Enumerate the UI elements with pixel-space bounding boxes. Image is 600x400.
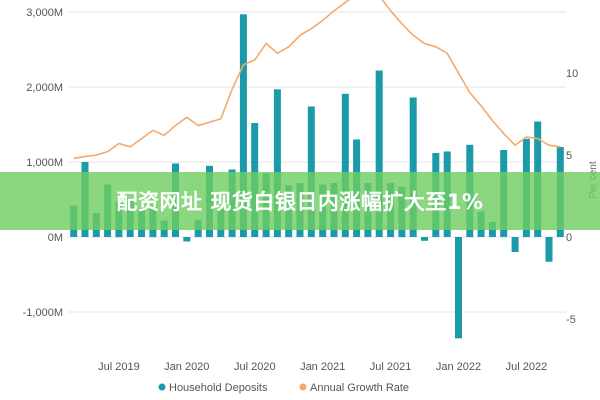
left-tick-label: -1,000M	[23, 307, 63, 319]
right-tick-label: 10	[566, 68, 578, 80]
x-tick-label: Jul 2021	[370, 361, 412, 373]
right-axis-ticks: -5 0 5 10	[566, 68, 578, 326]
x-tick-label: Jan 2020	[164, 361, 209, 373]
left-tick-label: 0M	[48, 232, 63, 244]
bar-household-deposits	[239, 14, 247, 238]
x-tick-label: Jul 2022	[506, 361, 548, 373]
x-tick-label: Jan 2021	[300, 361, 345, 373]
annual-growth-line	[73, 0, 561, 160]
gridlines	[68, 11, 566, 313]
legend-marker-annual-growth-rate	[299, 383, 307, 391]
headline-banner: 配资网址 现货白银日内涨幅扩大至1%	[0, 172, 600, 230]
bar-household-deposits	[273, 89, 281, 238]
left-tick-label: 1,000M	[26, 157, 63, 169]
legend-label-annual-growth-rate: Annual Growth Rate	[310, 382, 409, 394]
x-tick-label: Jul 2020	[234, 361, 276, 373]
legend-label-household-deposits: Household Deposits	[169, 382, 268, 394]
legend-marker-household-deposits	[158, 383, 166, 391]
bar-household-deposits	[341, 93, 349, 238]
bar-household-deposits	[511, 237, 519, 252]
bar-household-deposits	[421, 237, 428, 241]
left-axis-ticks: -1,000M 0M 1,000M 2,000M 3,000M	[23, 7, 63, 319]
right-tick-label: 0	[566, 232, 572, 244]
right-tick-label: 5	[566, 150, 572, 162]
bar-household-deposits	[409, 97, 417, 237]
left-tick-label: 2,000M	[26, 82, 63, 94]
x-axis-ticks: Jul 2019 Jan 2020 Jul 2020 Jan 2021 Jul 2021…	[98, 361, 547, 373]
right-tick-label: -5	[566, 314, 576, 326]
x-tick-label: Jan 2022	[436, 361, 481, 373]
headline-text: 配资网址 现货白银日内涨幅扩大至1%	[116, 190, 484, 214]
bar-household-deposits	[455, 237, 462, 339]
bar-household-deposits	[307, 106, 315, 237]
legend: Household Deposits Annual Growth Rate	[158, 382, 409, 394]
bar-household-deposits	[183, 237, 191, 242]
bar-household-deposits	[375, 70, 383, 237]
left-tick-label: 3,000M	[26, 7, 63, 19]
x-tick-label: Jul 2019	[98, 361, 140, 373]
bar-household-deposits	[545, 237, 553, 262]
